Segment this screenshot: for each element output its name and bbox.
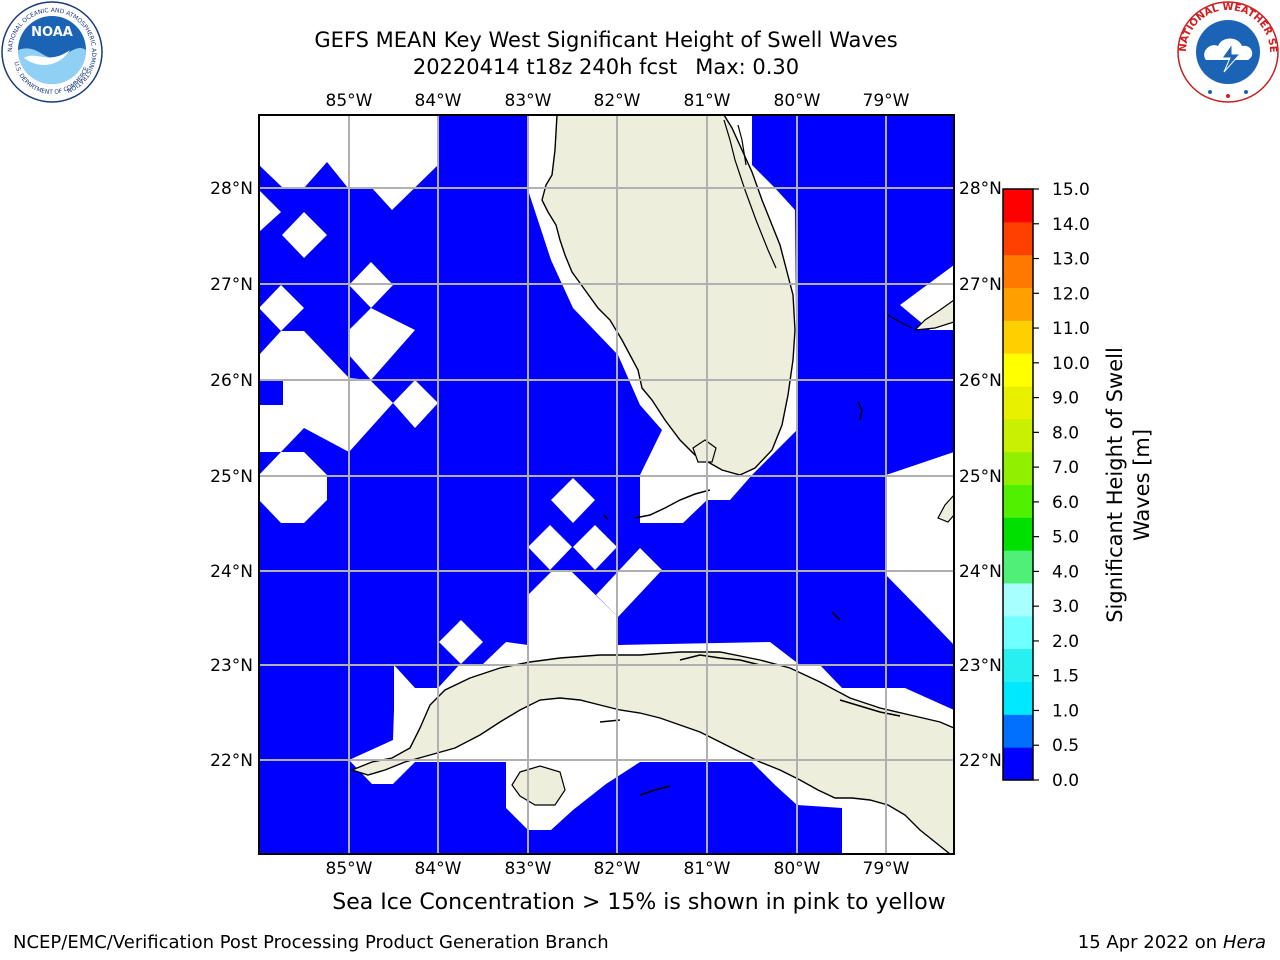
colorbar-frame (1002, 188, 1034, 781)
lon-label: 80°W (774, 91, 821, 111)
lat-label: 27°N (959, 275, 1002, 295)
colorbar-tick-label: 12.0 (1052, 284, 1090, 304)
colorbar-swatch (1003, 254, 1033, 288)
colorbar: 0.0 0.5 1.0 1.5 2.0 3.0 4.0 5.0 6.0 7.0 8.0 9.0 10.0… (1002, 180, 1154, 791)
cuba-land (349, 651, 954, 854)
lat-label: 22°N (959, 751, 1002, 771)
lon-label: 85°W (326, 91, 373, 111)
colorbar-tick-label: 0.5 (1052, 736, 1079, 756)
lon-label: 84°W (415, 859, 462, 879)
svg-text:NOAA: NOAA (31, 25, 73, 40)
colorbar-tick-label: 9.0 (1052, 389, 1079, 409)
colorbar-tick-label: 2.0 (1052, 632, 1079, 652)
colorbar-tick-label: 1.5 (1052, 667, 1079, 687)
lon-label: 80°W (774, 859, 821, 879)
lat-label: 24°N (210, 562, 253, 582)
lat-label: 25°N (959, 467, 1002, 487)
colorbar-swatch (1003, 714, 1033, 748)
colorbar-tick-label: 3.0 (1052, 597, 1079, 617)
colorbar-tick-label: 8.0 (1052, 423, 1079, 443)
colorbar-swatches (1003, 189, 1033, 781)
sea-ice-note: Sea Ice Concentration > 15% is shown in … (332, 890, 946, 915)
colorbar-swatch (1003, 451, 1033, 485)
lon-label: 82°W (594, 91, 641, 111)
bahamas-land (913, 299, 954, 331)
forecast-time: 20220414 t18z 240h fcst (412, 55, 678, 79)
lon-label: 83°W (505, 91, 552, 111)
lat-label: 28°N (210, 179, 253, 199)
lat-labels-right: 28°N 27°N 26°N 25°N 24°N 23°N 22°N (959, 179, 1002, 771)
footer-machine: Hera (1222, 932, 1266, 953)
colorbar-title-units: Waves [m] (1130, 429, 1154, 541)
map-frame (258, 114, 955, 855)
colorbar-swatch (1003, 583, 1033, 617)
colorbar-tick-label: 7.0 (1052, 458, 1079, 478)
colorbar-swatch (1003, 353, 1033, 387)
colorbar-tick-label: 13.0 (1052, 250, 1090, 270)
lon-label: 83°W (505, 859, 552, 879)
colorbar-tick-label: 5.0 (1052, 528, 1079, 548)
footer-credit: NCEP/EMC/Verification Post Processing Pr… (13, 932, 609, 953)
noaa-logo-icon: NATIONAL OCEANIC AND ATMOSPHERIC ADMINIS… (1, 1, 103, 103)
colorbar-tick-label: 4.0 (1052, 562, 1079, 582)
colorbar-swatch (1003, 484, 1033, 518)
lon-label: 85°W (326, 859, 373, 879)
grid-lines (259, 115, 954, 854)
lat-label: 23°N (210, 656, 253, 676)
colorbar-ticks: 0.0 0.5 1.0 1.5 2.0 3.0 4.0 5.0 6.0 7.0 8.0 9.0 10.0… (1033, 180, 1090, 791)
colorbar-tick-label: 0.0 (1052, 771, 1079, 791)
florida-land (541, 115, 796, 476)
lat-label: 26°N (959, 371, 1002, 391)
colorbar-swatch (1003, 386, 1033, 420)
colorbar-swatch (1003, 221, 1033, 256)
max-value: Max: 0.30 (695, 55, 800, 79)
footer-date: 15 Apr 2022 on Hera (1078, 932, 1266, 953)
colorbar-swatch (1003, 320, 1033, 354)
lon-label: 79°W (863, 91, 910, 111)
colorbar-swatch (1003, 648, 1033, 682)
footer-date-text: 15 Apr 2022 on (1077, 932, 1223, 953)
colorbar-swatch (1003, 550, 1033, 584)
colorbar-title: Significant Height of Swell (1103, 347, 1127, 623)
colorbar-swatch (1003, 287, 1033, 321)
lon-labels-top: 85°W 84°W 83°W 82°W 81°W 80°W 79°W (326, 91, 910, 111)
lat-label: 27°N (210, 275, 253, 295)
map-area: 85°W 84°W 83°W 82°W 81°W 80°W 79°W 85°W … (210, 91, 1002, 879)
isla-de-la-juventud (511, 765, 566, 806)
colorbar-tick-label: 10.0 (1052, 354, 1090, 374)
lat-label: 22°N (210, 751, 253, 771)
lon-label: 84°W (415, 91, 462, 111)
colorbar-swatch (1003, 517, 1033, 551)
colorbar-swatch (1003, 681, 1033, 715)
colorbar-swatch (1003, 189, 1033, 223)
nws-logo-icon: NATIONAL WEATHER SERVICE (0, 0, 1279, 103)
lat-label: 24°N (959, 562, 1002, 582)
lon-label: 81°W (684, 91, 731, 111)
colorbar-tick-label: 1.0 (1052, 701, 1079, 721)
colorbar-swatch (1003, 747, 1033, 781)
colorbar-tick-label: 11.0 (1052, 319, 1090, 339)
colorbar-tick-label: 14.0 (1052, 215, 1090, 235)
colorbar-swatch (1003, 418, 1033, 453)
lat-label: 26°N (210, 371, 253, 391)
chart-title: GEFS MEAN Key West Significant Height of… (314, 28, 898, 52)
lat-label: 23°N (959, 656, 1002, 676)
svg-text:NATIONAL WEATHER SERVICE: NATIONAL WEATHER SERVICE (0, 0, 1278, 53)
lon-label: 79°W (863, 859, 910, 879)
lon-label: 81°W (684, 859, 731, 879)
colorbar-tick-label: 15.0 (1052, 180, 1090, 200)
chart-subtitle: 20220414 t18z 240h fcst Max: 0.30 (256, 54, 956, 80)
colorbar-swatch (1003, 615, 1033, 650)
lat-label: 25°N (210, 467, 253, 487)
lon-label: 82°W (594, 859, 641, 879)
colorbar-tick-label: 6.0 (1052, 493, 1079, 513)
lat-label: 28°N (959, 179, 1002, 199)
lon-labels-bottom: 85°W 84°W 83°W 82°W 81°W 80°W 79°W (326, 859, 910, 879)
lat-labels-left: 28°N 27°N 26°N 25°N 24°N 23°N 22°N (210, 179, 253, 771)
